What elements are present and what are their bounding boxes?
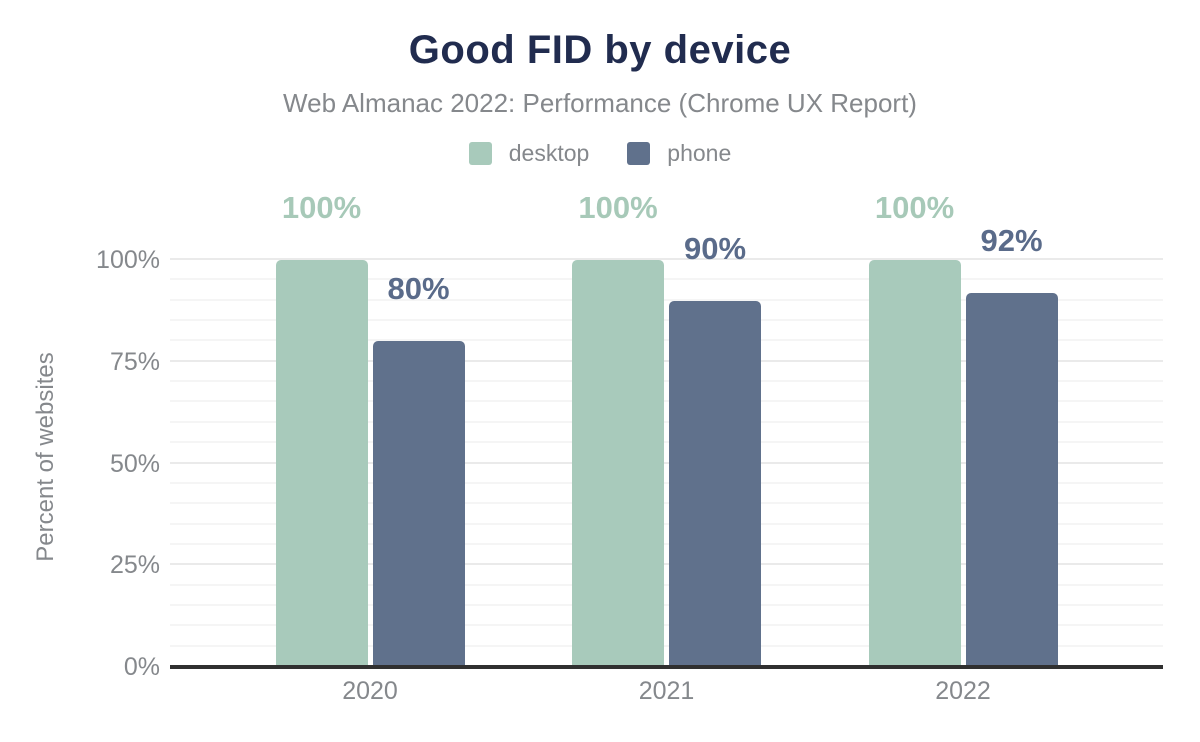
bar-phone-2022: [965, 292, 1058, 667]
bar-value-label-desktop-2021: 100%: [578, 190, 658, 225]
chart-title: Good FID by device: [408, 28, 792, 72]
gridline-80: [170, 339, 1163, 342]
legend-item-desktop: desktop: [468, 140, 590, 167]
bar-value-label-desktop-2020: 100%: [281, 190, 362, 225]
bar-phone-2021: [669, 300, 761, 667]
bar-value-label-desktop-2022: 100%: [874, 190, 955, 225]
legend-swatch-desktop: [468, 142, 492, 165]
gridline-70: [170, 380, 1163, 383]
gridline-5: [170, 644, 1163, 647]
gridline-60: [170, 420, 1163, 423]
y-tick-100: 100%: [96, 246, 160, 274]
gridline-55: [170, 441, 1163, 444]
legend-label-phone: phone: [667, 140, 732, 166]
bar-desktop-2021: [572, 260, 664, 667]
gridline-50: [170, 461, 1163, 464]
plot-area: 100% 80% 2020 100% 90% 2021 100% 92% 2022: [170, 192, 1163, 705]
gridline-95: [170, 278, 1163, 281]
gridline-90: [170, 298, 1163, 301]
legend: desktop phone: [0, 140, 1200, 167]
gridline-20: [170, 583, 1163, 586]
bar-desktop-2020: [275, 260, 368, 667]
gridline-10: [170, 624, 1163, 627]
x-tick-2020: 2020: [342, 677, 398, 705]
y-tick-0: 0%: [123, 653, 160, 681]
y-tick-25: 25%: [109, 551, 160, 580]
x-tick-2022: 2022: [935, 677, 991, 705]
gridline-65: [170, 400, 1163, 403]
chart-subtitle: Web Almanac 2022: Performance (Chrome UX…: [283, 88, 917, 118]
legend-label-desktop: desktop: [508, 140, 590, 166]
bar-value-label-phone-2021: 90%: [683, 230, 747, 266]
legend-swatch-phone: [627, 142, 651, 165]
bar-value-label-phone-2022: 92%: [980, 222, 1043, 258]
gridline-30: [170, 542, 1163, 545]
gridline-40: [170, 502, 1163, 505]
bar-value-label-phone-2020: 80%: [387, 271, 450, 307]
bar-desktop-2022: [868, 260, 961, 667]
legend-item-phone: phone: [627, 140, 731, 167]
y-tick-75: 75%: [109, 347, 160, 376]
y-axis-ticks: 0% 25% 50% 75% 100%: [0, 246, 160, 681]
gridline-100: [170, 258, 1163, 260]
gridline-15: [170, 603, 1163, 606]
y-tick-50: 50%: [109, 449, 160, 478]
x-axis-line: [170, 665, 1163, 669]
gridline-45: [170, 481, 1163, 484]
gridline-85: [170, 319, 1163, 322]
gridline-75: [170, 359, 1163, 362]
x-tick-2021: 2021: [638, 677, 695, 705]
bar-phone-2020: [372, 341, 465, 667]
gridline-35: [170, 522, 1163, 525]
gridline-25: [170, 563, 1163, 566]
